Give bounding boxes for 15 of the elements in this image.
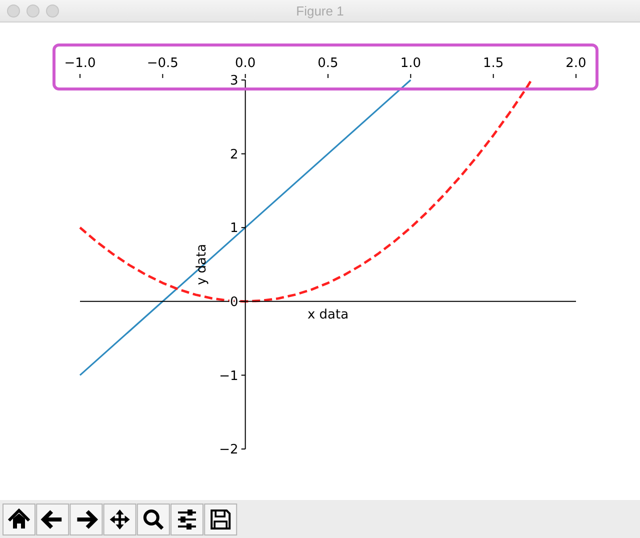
x-tick-label: −1.0 <box>64 56 96 71</box>
x-tick-label: 0.5 <box>318 56 338 71</box>
y-axis-title: y data <box>194 244 210 286</box>
x-tick-label: 1.5 <box>482 56 504 71</box>
x-tick-label: −0.5 <box>146 56 178 71</box>
x-tick-label: 1.0 <box>400 56 422 71</box>
y-tick-label: −2 <box>219 442 238 458</box>
x-tick-label: 0.0 <box>234 56 256 71</box>
x-axis-title: x data <box>307 307 349 322</box>
y-tick-label: 3 <box>230 74 238 89</box>
y-tick-label: 1 <box>230 221 238 236</box>
x-tick-label: 2.0 <box>566 56 586 71</box>
y-tick-label: −1 <box>219 368 238 384</box>
chart-title: Figure 1 <box>296 4 344 18</box>
y-tick-label: 2 <box>230 147 238 162</box>
